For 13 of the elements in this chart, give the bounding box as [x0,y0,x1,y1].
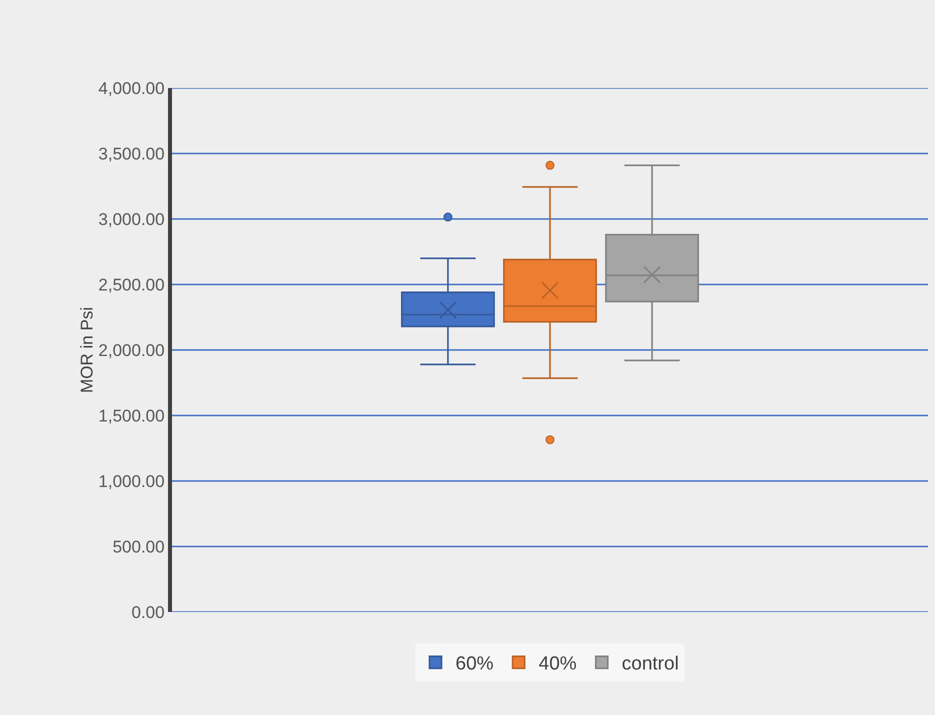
y-tick-label: 0.00 [132,602,165,622]
y-axis-title: MOR in Psi [77,307,96,393]
legend-label: control [622,654,679,675]
y-tick-label: 3,000.00 [98,210,165,229]
y-tick-label: 4,000.00 [98,78,165,98]
legend-label: 40% [538,654,577,675]
y-tick-label: 500.00 [112,537,165,556]
y-tick-label: 1,000.00 [98,472,165,491]
y-tick-label: 2,500.00 [98,275,165,294]
y-tick-label: 3,500.00 [98,144,165,164]
legend-label: 60% [456,654,494,675]
y-tick-label: 2,000.00 [98,340,165,360]
y-tick-label: 1,500.00 [98,406,165,426]
